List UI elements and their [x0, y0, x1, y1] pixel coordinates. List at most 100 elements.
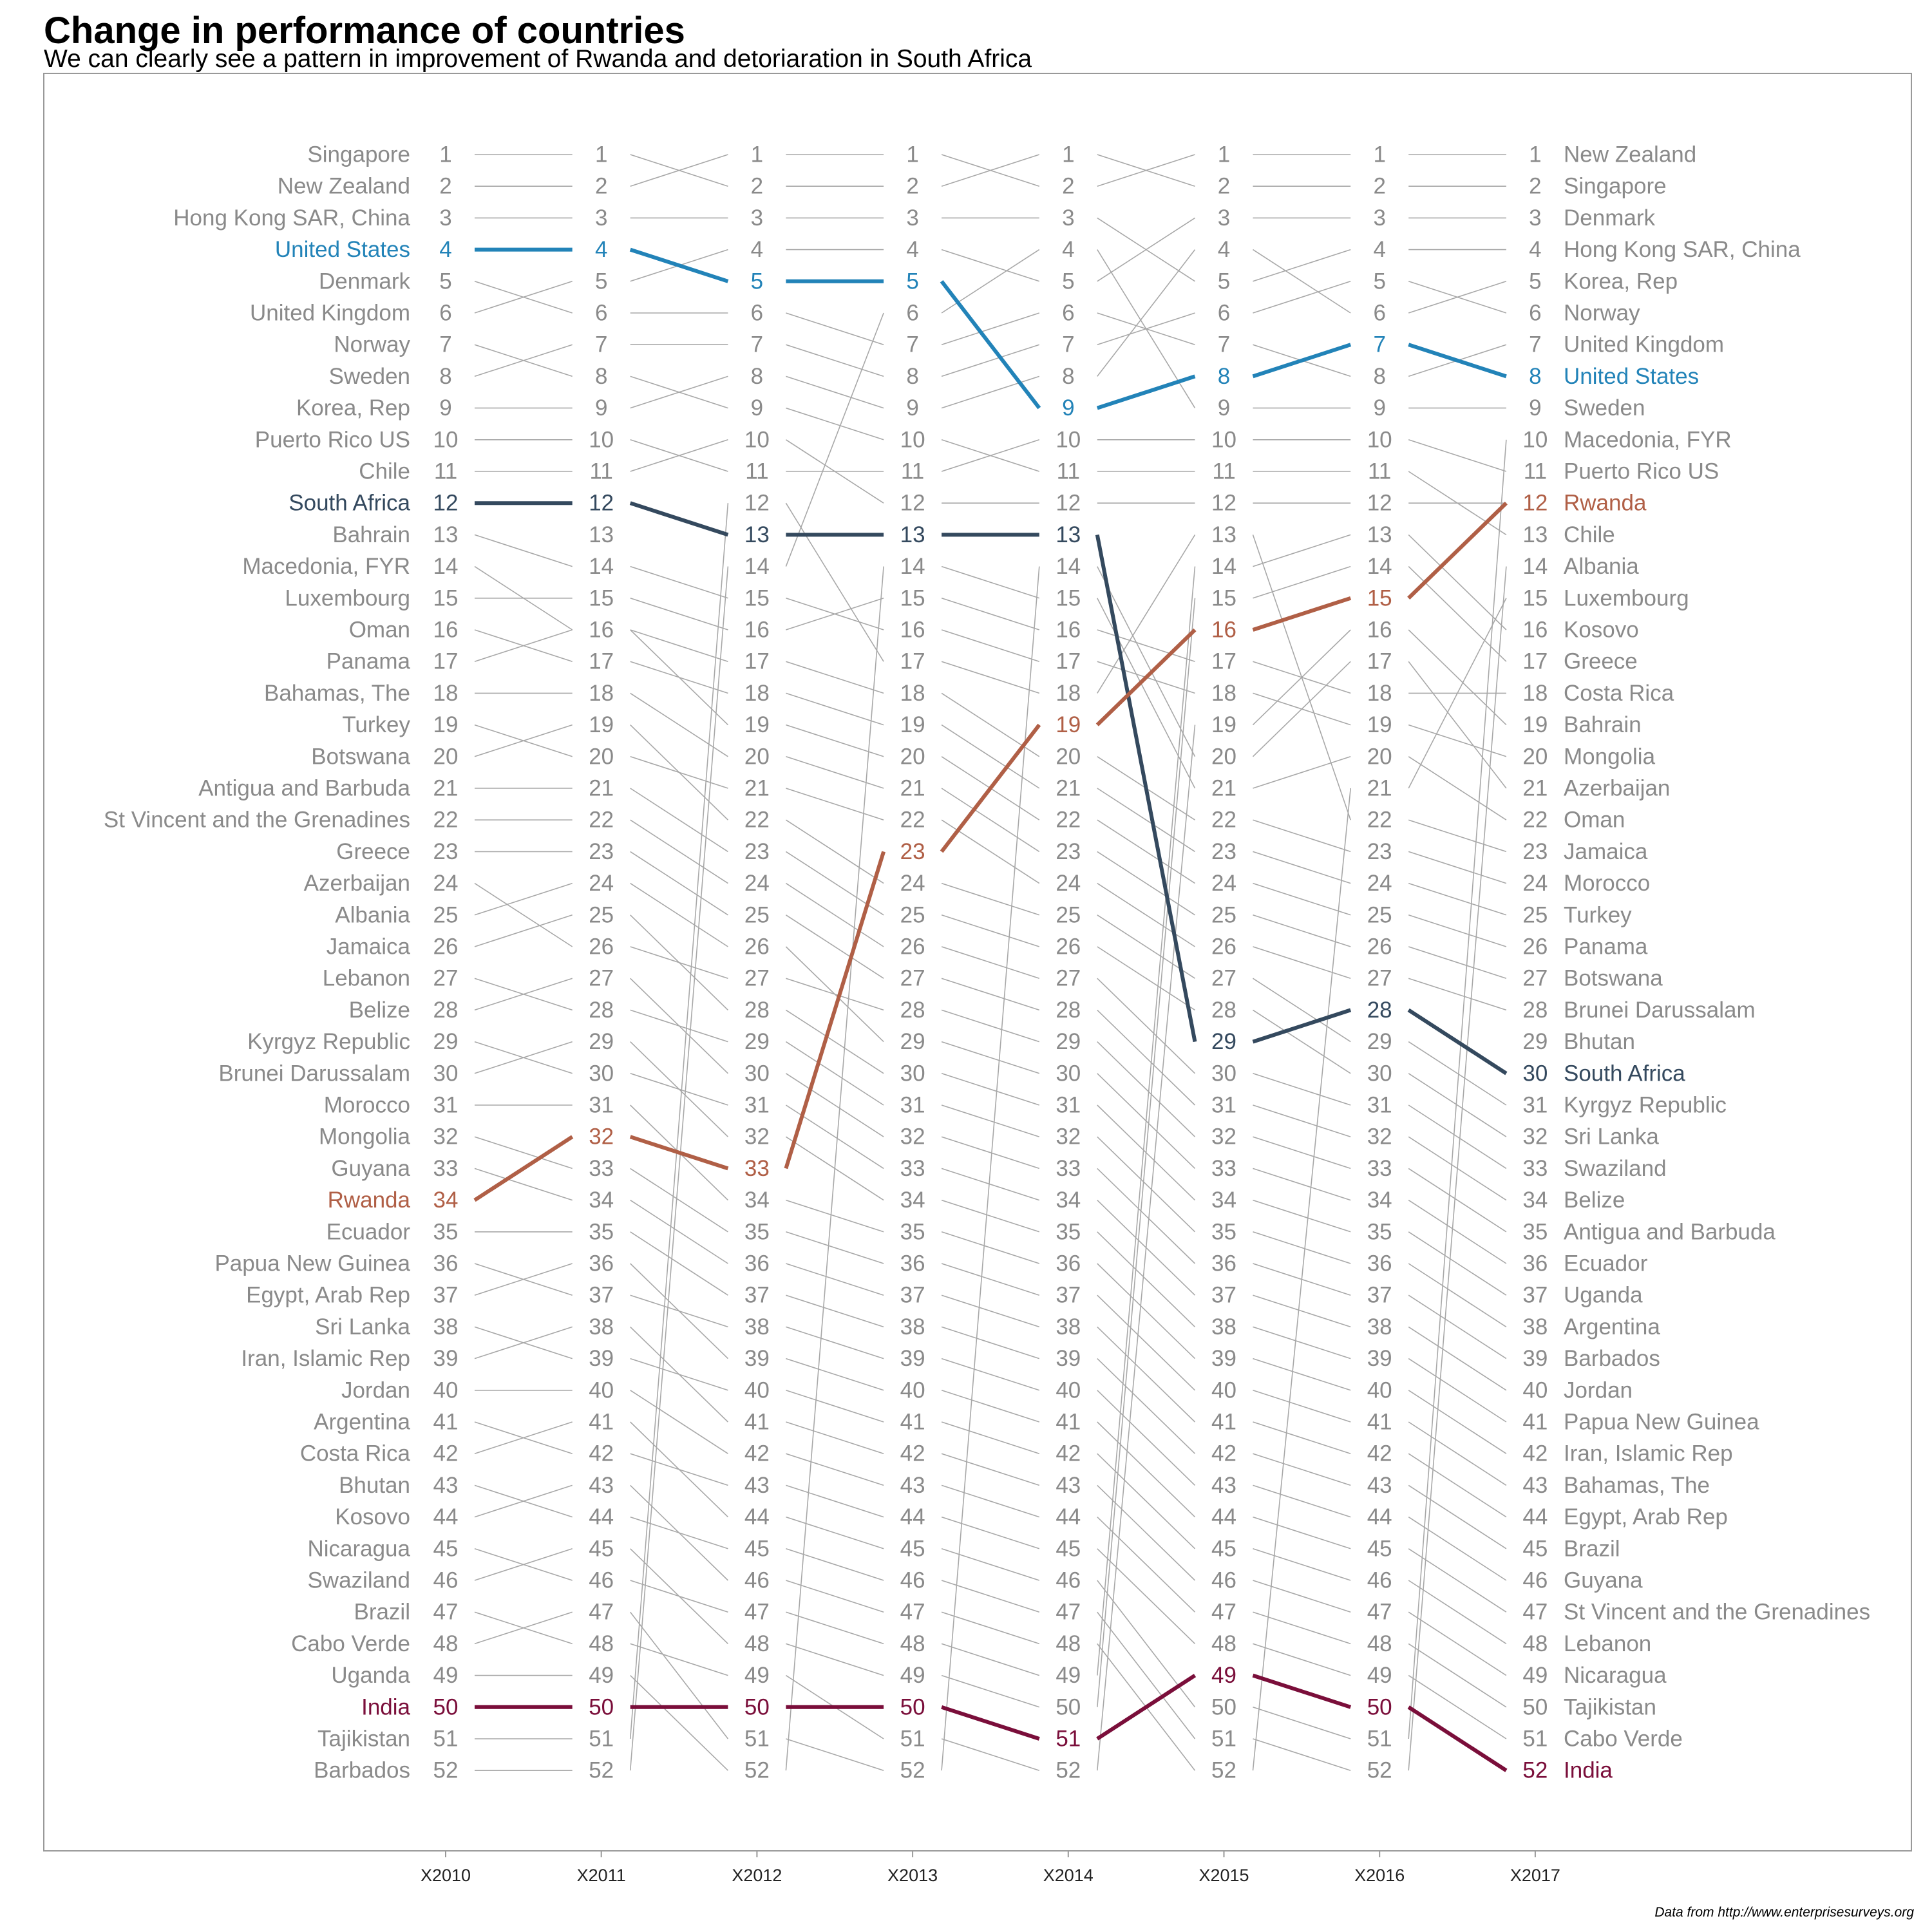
series-50-segment-X2014	[1097, 534, 1196, 694]
series-28-segment-X2015	[1253, 1231, 1351, 1264]
end-label-luxembourg: Luxembourg	[1564, 585, 1689, 611]
series-20-segment-X2013	[941, 819, 1040, 884]
rank-label-X2016-25: 25	[1367, 902, 1392, 927]
series-38-segment-X2013	[941, 1421, 1040, 1454]
series-17-segment-X2012	[786, 692, 884, 726]
end-label-turkey: Turkey	[1564, 902, 1632, 927]
series-51-segment-X2012	[785, 312, 884, 567]
series-30-segment-X2015	[1253, 1294, 1351, 1328]
rank-label-X2011-24: 24	[589, 871, 614, 896]
rank-label-X2012-41: 41	[744, 1410, 770, 1435]
rank-label-X2015-46: 46	[1211, 1568, 1236, 1593]
rank-label-X2010-36: 36	[433, 1251, 459, 1276]
series-10-segment-X2010	[474, 344, 573, 377]
rank-label-X2011-17: 17	[589, 649, 614, 674]
rank-label-X2012-21: 21	[744, 776, 770, 801]
start-label-brazil: Brazil	[354, 1600, 410, 1625]
start-label-korea-rep: Korea, Rep	[296, 395, 410, 421]
series-41-segment-X2013	[941, 1516, 1040, 1549]
series-45-segment-X2014	[1097, 566, 1196, 1676]
series-37-segment-X2014	[1097, 1421, 1196, 1518]
united-states-segment-X2014	[1096, 374, 1196, 410]
rank-label-X2014-36: 36	[1056, 1251, 1081, 1276]
rank-label-X2017-36: 36	[1522, 1251, 1548, 1276]
start-label-egypt-arab-rep: Egypt, Arab Rep	[246, 1283, 410, 1308]
rank-label-X2011-18: 18	[589, 681, 614, 706]
start-label-st-vincent-and-the-grenadines: St Vincent and the Grenadines	[104, 808, 410, 833]
rank-label-X2010-50: 50	[433, 1694, 459, 1719]
series-38-segment-X2016	[1408, 1580, 1507, 1645]
end-label-belize: Belize	[1564, 1188, 1625, 1213]
start-label-sweden: Sweden	[329, 364, 410, 389]
rank-label-X2013-48: 48	[900, 1631, 925, 1656]
rank-label-X2017-18: 18	[1522, 681, 1548, 706]
rank-label-X2012-25: 25	[744, 902, 770, 927]
rank-label-X2016-44: 44	[1367, 1504, 1392, 1530]
rank-label-X2015-41: 41	[1211, 1410, 1236, 1435]
rank-label-X2016-17: 17	[1367, 649, 1392, 674]
end-label-costa-rica: Costa Rica	[1564, 681, 1674, 706]
series-33-segment-X2012	[786, 1231, 884, 1264]
end-label-morocco: Morocco	[1564, 871, 1650, 896]
series-42-segment-X2016	[1408, 439, 1507, 1739]
rank-label-X2012-19: 19	[744, 712, 770, 737]
rank-label-X2012-24: 24	[744, 871, 770, 896]
rank-label-X2015-27: 27	[1211, 966, 1236, 991]
rank-label-X2013-44: 44	[900, 1504, 925, 1530]
rank-label-X2015-20: 20	[1211, 744, 1236, 769]
series-43-segment-X2016	[1408, 566, 1507, 1771]
series-28-segment-X2013	[941, 1104, 1040, 1137]
rank-label-X2014-38: 38	[1056, 1314, 1081, 1340]
end-label-kyrgyz-republic: Kyrgyz Republic	[1564, 1093, 1727, 1118]
rank-label-X2012-16: 16	[744, 618, 770, 643]
chart-caption: Data from http://www.enterprisesurveys.o…	[1654, 1905, 1914, 1920]
rank-label-X2015-23: 23	[1211, 839, 1236, 864]
series-8-segment-X2013	[941, 249, 1040, 282]
end-label-united-kingdom: United Kingdom	[1564, 332, 1724, 357]
rwanda-segment-X2014	[1095, 628, 1197, 726]
rank-label-X2010-40: 40	[433, 1378, 459, 1403]
rank-label-X2013-27: 27	[900, 966, 925, 991]
rank-label-X2010-47: 47	[433, 1600, 459, 1625]
rank-label-X2011-20: 20	[589, 744, 614, 769]
rank-label-X2017-17: 17	[1522, 649, 1548, 674]
rank-label-X2017-31: 31	[1522, 1093, 1548, 1118]
series-18-segment-X2014	[1097, 819, 1195, 884]
series-27-segment-X2011	[630, 914, 728, 1010]
rank-label-X2013-12: 12	[900, 491, 925, 516]
rank-label-X2014-46: 46	[1056, 1568, 1081, 1593]
rank-label-X2010-16: 16	[433, 618, 459, 643]
rank-label-X2013-39: 39	[900, 1346, 925, 1371]
end-label-korea-rep: Korea, Rep	[1564, 269, 1678, 294]
rank-label-X2013-52: 52	[900, 1758, 925, 1783]
rank-label-X2014-9: 9	[1062, 395, 1074, 421]
rank-label-X2013-24: 24	[900, 871, 925, 896]
series-50-segment-X2015	[1252, 535, 1351, 820]
rank-label-X2015-37: 37	[1211, 1283, 1236, 1308]
rank-label-X2015-13: 13	[1211, 522, 1236, 547]
series-18-segment-X2015	[1253, 882, 1351, 916]
rank-label-X2017-25: 25	[1522, 902, 1548, 927]
rank-label-X2011-7: 7	[595, 332, 607, 357]
rank-label-X2016-18: 18	[1367, 681, 1392, 706]
series-29-segment-X2013	[941, 1136, 1040, 1170]
end-label-uganda: Uganda	[1564, 1283, 1643, 1308]
rank-label-X2014-49: 49	[1056, 1663, 1081, 1688]
end-label-bhutan: Bhutan	[1564, 1029, 1635, 1054]
series-45-segment-X2015	[1253, 534, 1351, 567]
rank-label-X2012-29: 29	[744, 1029, 770, 1054]
rank-label-X2017-43: 43	[1522, 1473, 1548, 1498]
rank-label-X2012-11: 11	[745, 459, 768, 484]
rank-label-X2012-34: 34	[744, 1188, 770, 1213]
rank-label-X2011-4: 4	[595, 237, 607, 262]
rank-label-X2012-47: 47	[744, 1600, 770, 1625]
rank-label-X2011-1: 1	[595, 142, 607, 167]
end-label-puerto-rico-us: Puerto Rico US	[1564, 459, 1719, 484]
rank-label-X2011-34: 34	[589, 1188, 614, 1213]
series-33-segment-X2014	[1097, 1294, 1196, 1391]
united-states-segment-X2011	[629, 247, 729, 283]
rank-label-X2015-16: 16	[1211, 618, 1236, 643]
series-8-segment-X2014	[1097, 217, 1195, 282]
rank-label-X2010-7: 7	[439, 332, 451, 357]
rank-label-X2017-40: 40	[1522, 1378, 1548, 1403]
